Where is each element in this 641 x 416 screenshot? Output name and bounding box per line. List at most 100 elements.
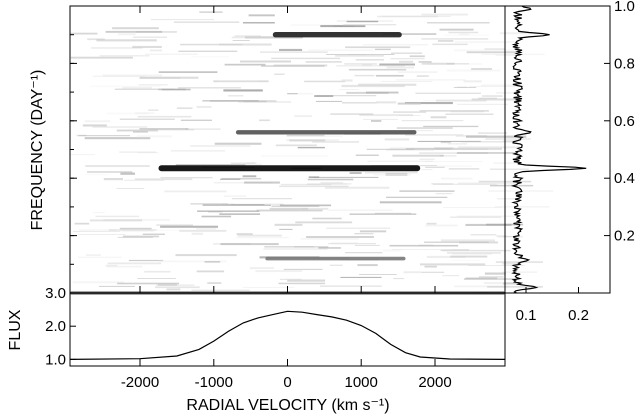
velocity-tick-label: -1000 [195, 374, 233, 391]
noise-streak [431, 183, 454, 185]
noise-streak [349, 213, 417, 215]
noise-streak [441, 177, 473, 180]
noise-streak [420, 263, 486, 266]
noise-streak [209, 100, 277, 102]
noise-streak [357, 264, 378, 267]
noise-streak [398, 71, 438, 73]
noise-streak [502, 282, 519, 285]
noise-streak [479, 276, 504, 278]
noise-streak [204, 261, 221, 263]
noise-streak [190, 145, 251, 147]
noise-streak [354, 233, 374, 235]
noise-streak [386, 196, 448, 198]
noise-streak [218, 80, 258, 82]
noise-streak [264, 203, 284, 205]
noise-streak [463, 278, 516, 280]
noise-streak [234, 35, 261, 37]
noise-streak [320, 25, 366, 28]
noise-streak [106, 112, 149, 115]
noise-streak [463, 80, 482, 83]
noise-streak [446, 69, 501, 72]
noise-streak [116, 129, 158, 132]
noise-streak [399, 60, 414, 63]
noise-streak [112, 27, 159, 30]
noise-streak [384, 138, 410, 141]
noise-streak [423, 99, 469, 102]
noise-streak [430, 116, 447, 119]
noise-streak [439, 155, 457, 157]
noise-streak [459, 33, 470, 35]
noise-streak [300, 238, 359, 240]
noise-streak [223, 89, 263, 92]
noise-streak [483, 282, 502, 285]
noise-streak [503, 140, 521, 142]
noise-streak [148, 109, 159, 111]
noise-streak [381, 15, 451, 17]
noise-streak [441, 249, 469, 251]
flux-y-tick-label: 2.0 [45, 318, 66, 335]
noise-streak [160, 225, 218, 228]
noise-streak [381, 80, 433, 82]
noise-streak [138, 84, 168, 86]
noise-streak [242, 175, 257, 178]
noise-streak [426, 63, 483, 65]
noise-streak [132, 36, 168, 38]
noise-streak [220, 243, 279, 246]
noise-streak [202, 100, 259, 102]
power-map-panel: FREQUENCY (DAY⁻¹) [29, 5, 554, 295]
noise-streak [190, 203, 229, 205]
flux-profile-line [69, 310, 506, 360]
noise-streak [442, 250, 511, 252]
noise-streak [425, 224, 458, 227]
noise-streak [416, 75, 429, 77]
noise-streak [391, 52, 423, 54]
noise-streak [371, 120, 382, 122]
noise-streak [119, 227, 152, 230]
noise-streak [499, 32, 539, 35]
noise-streak [390, 58, 425, 60]
noise-streak [448, 31, 479, 34]
noise-streak [446, 63, 469, 65]
noise-streak [440, 249, 510, 251]
noise-streak [432, 43, 468, 46]
noise-streak [316, 95, 377, 97]
noise-streak [243, 100, 267, 103]
flux-axis-label: FLUX [7, 309, 24, 350]
noise-streak [457, 215, 520, 217]
noise-streak [452, 253, 492, 255]
periodogram-y-tick-label: 0.4 [614, 170, 635, 187]
noise-streak [423, 125, 479, 128]
noise-streak [421, 271, 445, 273]
noise-streak [178, 87, 241, 89]
noise-streak [453, 87, 477, 88]
noise-streak [119, 151, 156, 153]
noise-streak [427, 22, 490, 24]
noise-streak [396, 127, 453, 129]
noise-streak [95, 215, 140, 218]
noise-streak [376, 101, 397, 104]
noise-streak [279, 204, 332, 207]
noise-streak [72, 281, 125, 284]
noise-streak [196, 105, 212, 108]
noise-streak [341, 79, 353, 82]
noise-streak [220, 178, 241, 180]
periodogram-frame [504, 5, 611, 294]
noise-streak [179, 229, 227, 232]
noise-streak [248, 14, 275, 17]
velocity-axis-label: RADIAL VELOCITY (km s⁻¹) [186, 397, 389, 414]
noise-streak [73, 230, 121, 232]
noise-streak [219, 213, 261, 215]
noise-streak [359, 114, 413, 117]
flux-y-tick-label: 3.0 [45, 285, 66, 302]
noise-streak [326, 227, 391, 229]
noise-streak [325, 186, 390, 189]
noise-streak [85, 174, 108, 176]
noise-streak [283, 268, 323, 270]
profile-frame [69, 292, 506, 367]
noise-streak [275, 144, 317, 147]
noise-streak [87, 171, 133, 173]
noise-streak [425, 166, 445, 168]
noise-streak [496, 91, 520, 94]
noise-streak [320, 181, 343, 184]
noise-streak [493, 162, 521, 164]
